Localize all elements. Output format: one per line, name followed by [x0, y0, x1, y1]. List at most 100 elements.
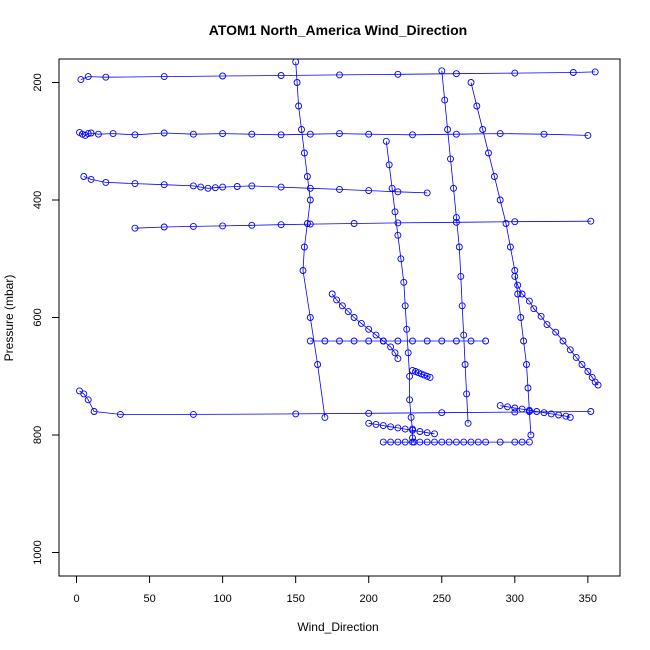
- data-point: [584, 131, 592, 139]
- data-point: [461, 361, 469, 368]
- data-point: [467, 337, 475, 345]
- data-point: [464, 419, 472, 427]
- data-point: [379, 422, 387, 430]
- data-point: [406, 372, 414, 380]
- data-point: [452, 130, 460, 138]
- data-point: [344, 308, 352, 316]
- data-point: [350, 337, 358, 345]
- data-point: [438, 409, 446, 417]
- data-point: [496, 196, 504, 204]
- data-point: [482, 438, 490, 446]
- data-point: [569, 69, 577, 76]
- series-lines: [79, 61, 599, 443]
- data-point: [496, 130, 504, 138]
- data-point: [525, 297, 533, 305]
- data-point: [77, 76, 85, 84]
- data-point: [562, 412, 570, 420]
- data-point: [416, 438, 424, 446]
- y-tick-label: 1000: [32, 540, 44, 564]
- data-point: [407, 413, 415, 421]
- data-point: [455, 243, 463, 251]
- data-point: [306, 220, 314, 228]
- data-point: [116, 410, 124, 418]
- x-axis: 0 50 100 150 200 250 300 350: [73, 575, 597, 605]
- data-point: [391, 208, 399, 216]
- data-point: [299, 267, 307, 274]
- data-point: [350, 314, 358, 321]
- data-point: [131, 131, 139, 139]
- data-point: [485, 149, 492, 157]
- data-point: [452, 214, 460, 222]
- y-tick-label: 200: [32, 73, 44, 91]
- data-point: [394, 337, 402, 345]
- data-point: [426, 373, 434, 381]
- data-point: [277, 131, 285, 139]
- data-point: [423, 429, 431, 437]
- data-point: [525, 438, 533, 446]
- data-point: [397, 255, 405, 263]
- data-point: [584, 368, 592, 375]
- data-point: [298, 126, 305, 133]
- data-point: [518, 438, 526, 446]
- data-point: [438, 337, 446, 345]
- data-point: [219, 183, 227, 191]
- data-point: [365, 337, 373, 345]
- data-point: [457, 272, 465, 280]
- data-point: [514, 290, 522, 298]
- data-point: [336, 337, 343, 345]
- data-point: [518, 405, 526, 413]
- data-point: [578, 361, 586, 368]
- data-point: [511, 267, 519, 274]
- data-point: [431, 438, 438, 446]
- data-point: [131, 180, 139, 188]
- data-point: [496, 402, 504, 410]
- data-point: [365, 325, 373, 333]
- data-point: [84, 130, 92, 138]
- y-axis: 200 400 600 800 1000: [32, 73, 60, 565]
- data-point: [365, 130, 373, 138]
- series-line: [79, 390, 591, 415]
- data-point: [292, 58, 300, 66]
- data-point: [379, 337, 387, 345]
- data-point: [277, 72, 285, 79]
- data-point: [365, 419, 373, 427]
- data-point: [306, 314, 314, 321]
- data-point: [394, 231, 402, 239]
- data-point: [248, 221, 256, 229]
- data-point: [403, 325, 411, 333]
- data-point: [248, 182, 256, 190]
- data-point: [409, 438, 416, 446]
- data-point: [233, 183, 241, 190]
- data-point: [333, 296, 341, 304]
- data-point: [219, 222, 227, 230]
- data-point: [479, 126, 487, 133]
- data-point: [406, 396, 414, 404]
- data-point: [160, 73, 168, 81]
- data-point: [445, 438, 453, 446]
- data-point: [385, 161, 393, 169]
- data-point: [502, 220, 510, 227]
- data-point: [306, 184, 314, 192]
- data-point: [460, 331, 468, 339]
- data-point: [394, 424, 402, 432]
- data-point: [197, 183, 205, 191]
- data-point: [504, 403, 511, 411]
- data-point: [87, 175, 95, 183]
- data-point: [555, 411, 563, 419]
- data-point: [404, 349, 412, 357]
- data-point: [306, 130, 314, 138]
- data-point: [559, 337, 567, 345]
- y-tick-label: 600: [32, 308, 44, 326]
- x-tick-label: 100: [213, 593, 231, 605]
- data-point: [482, 337, 490, 345]
- data-point: [84, 396, 92, 404]
- data-point: [514, 281, 522, 289]
- data-point: [520, 337, 528, 345]
- data-point: [591, 68, 599, 76]
- data-point: [303, 220, 311, 227]
- series-line: [331, 293, 399, 359]
- data-point: [394, 70, 402, 78]
- data-point: [292, 410, 300, 418]
- data-point: [219, 72, 227, 80]
- data-point: [400, 278, 408, 286]
